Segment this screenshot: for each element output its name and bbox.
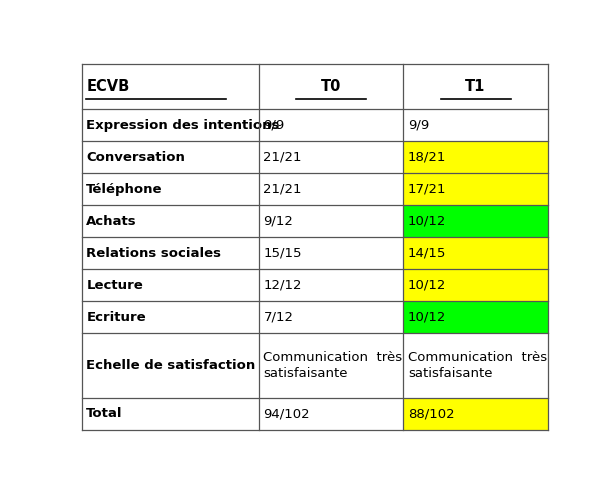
Text: Ecriture: Ecriture <box>86 311 146 324</box>
Text: 9/9: 9/9 <box>263 118 285 131</box>
Bar <box>82 109 258 141</box>
Text: 15/15: 15/15 <box>263 247 302 260</box>
Bar <box>258 397 403 430</box>
Bar <box>403 141 548 173</box>
Text: 14/15: 14/15 <box>408 247 446 260</box>
Bar <box>82 301 258 334</box>
Text: Lecture: Lecture <box>86 279 143 292</box>
Bar <box>258 269 403 301</box>
Bar <box>82 397 258 430</box>
Text: ECVB: ECVB <box>86 79 130 94</box>
Text: T0: T0 <box>321 79 341 94</box>
Bar <box>82 173 258 205</box>
Text: Communication  très
satisfaisante: Communication très satisfaisante <box>408 351 547 380</box>
Bar <box>258 334 403 397</box>
Text: Total: Total <box>86 407 123 420</box>
Text: 17/21: 17/21 <box>408 183 446 196</box>
Bar <box>258 173 403 205</box>
Bar <box>82 269 258 301</box>
Bar <box>82 237 258 269</box>
Text: Achats: Achats <box>86 215 137 228</box>
Bar <box>403 205 548 237</box>
Text: 9/9: 9/9 <box>408 118 429 131</box>
Bar <box>403 397 548 430</box>
Text: T1: T1 <box>465 79 486 94</box>
Text: 7/12: 7/12 <box>263 311 293 324</box>
Bar <box>82 64 258 109</box>
Text: 12/12: 12/12 <box>263 279 302 292</box>
Text: Echelle de satisfaction: Echelle de satisfaction <box>86 359 255 372</box>
Text: Expression des intentions: Expression des intentions <box>86 118 279 131</box>
Bar <box>258 205 403 237</box>
Bar <box>403 334 548 397</box>
Bar <box>82 141 258 173</box>
Bar <box>403 173 548 205</box>
Text: Téléphone: Téléphone <box>86 183 163 196</box>
Bar <box>258 109 403 141</box>
Bar <box>258 64 403 109</box>
Text: Conversation: Conversation <box>86 150 185 164</box>
Bar <box>403 109 548 141</box>
Text: 10/12: 10/12 <box>408 279 446 292</box>
Bar <box>403 301 548 334</box>
Text: Communication  très
satisfaisante: Communication très satisfaisante <box>263 351 403 380</box>
Bar <box>82 205 258 237</box>
Text: 9/12: 9/12 <box>263 215 293 228</box>
Text: 10/12: 10/12 <box>408 215 446 228</box>
Bar <box>403 237 548 269</box>
Bar <box>258 237 403 269</box>
Text: 10/12: 10/12 <box>408 311 446 324</box>
Bar <box>403 269 548 301</box>
Bar <box>258 141 403 173</box>
Text: 94/102: 94/102 <box>263 407 310 420</box>
Text: Relations sociales: Relations sociales <box>86 247 221 260</box>
Text: 21/21: 21/21 <box>263 183 302 196</box>
Bar <box>258 301 403 334</box>
Bar <box>403 64 548 109</box>
Text: 88/102: 88/102 <box>408 407 454 420</box>
Text: 21/21: 21/21 <box>263 150 302 164</box>
Text: 18/21: 18/21 <box>408 150 446 164</box>
Bar <box>82 334 258 397</box>
